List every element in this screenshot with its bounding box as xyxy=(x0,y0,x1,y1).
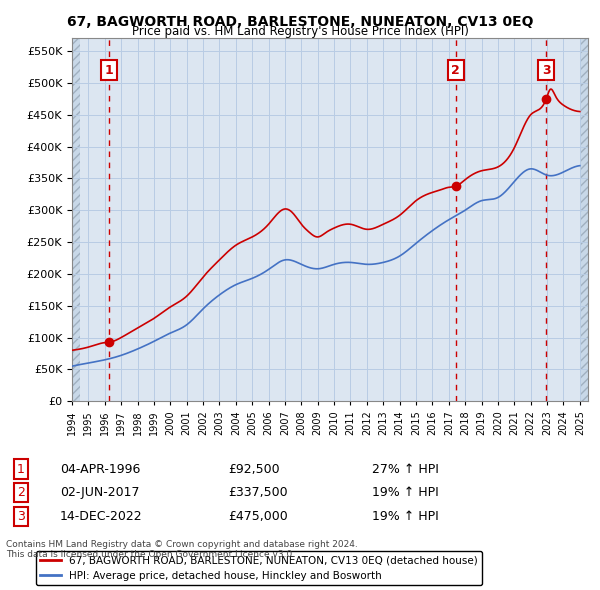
Text: 3: 3 xyxy=(542,64,551,77)
Text: 3: 3 xyxy=(17,510,25,523)
Text: 1: 1 xyxy=(17,463,25,476)
Text: 67, BAGWORTH ROAD, BARLESTONE, NUNEATON, CV13 0EQ: 67, BAGWORTH ROAD, BARLESTONE, NUNEATON,… xyxy=(67,15,533,29)
Text: 2: 2 xyxy=(451,64,460,77)
Legend: 67, BAGWORTH ROAD, BARLESTONE, NUNEATON, CV13 0EQ (detached house), HPI: Average: 67, BAGWORTH ROAD, BARLESTONE, NUNEATON,… xyxy=(36,551,482,585)
Bar xyxy=(580,38,588,401)
Bar xyxy=(72,38,80,401)
Text: This data is licensed under the Open Government Licence v3.0.: This data is licensed under the Open Gov… xyxy=(6,550,295,559)
Text: Contains HM Land Registry data © Crown copyright and database right 2024.: Contains HM Land Registry data © Crown c… xyxy=(6,540,358,549)
Text: 04-APR-1996: 04-APR-1996 xyxy=(60,463,140,476)
Bar xyxy=(72,38,80,401)
Text: 19% ↑ HPI: 19% ↑ HPI xyxy=(372,486,439,499)
Text: 1: 1 xyxy=(104,64,113,77)
Text: 27% ↑ HPI: 27% ↑ HPI xyxy=(372,463,439,476)
Text: Price paid vs. HM Land Registry's House Price Index (HPI): Price paid vs. HM Land Registry's House … xyxy=(131,25,469,38)
Text: 14-DEC-2022: 14-DEC-2022 xyxy=(60,510,143,523)
Text: £475,000: £475,000 xyxy=(228,510,288,523)
Text: £92,500: £92,500 xyxy=(228,463,280,476)
Text: 2: 2 xyxy=(17,486,25,499)
Text: £337,500: £337,500 xyxy=(228,486,287,499)
Text: 02-JUN-2017: 02-JUN-2017 xyxy=(60,486,139,499)
Text: 19% ↑ HPI: 19% ↑ HPI xyxy=(372,510,439,523)
